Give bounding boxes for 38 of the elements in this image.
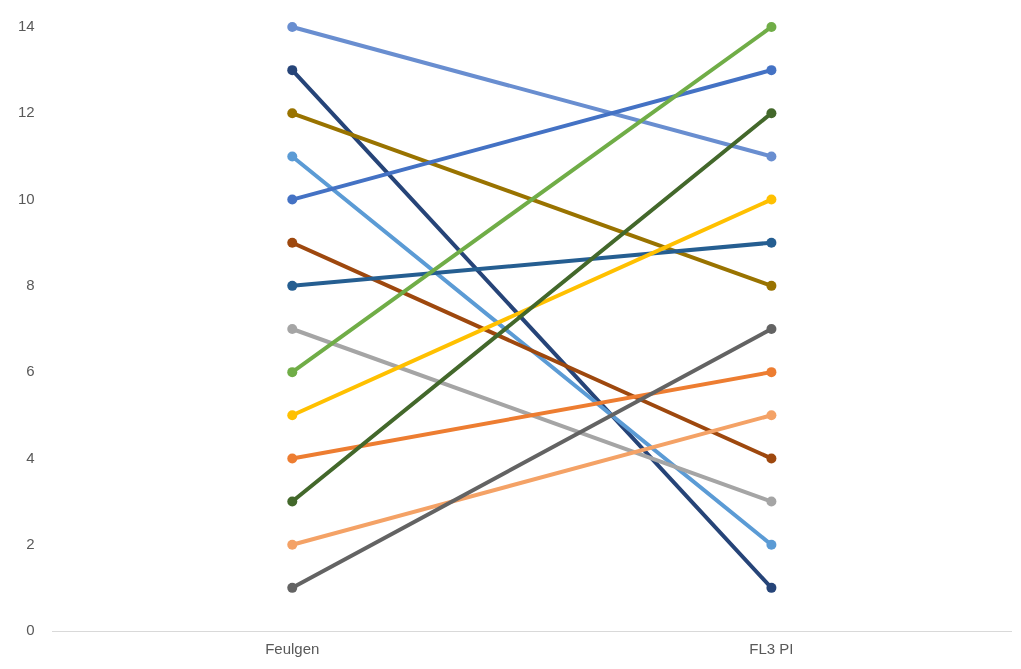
point [287, 539, 298, 550]
point [287, 151, 298, 162]
y-tick-label: 10 [18, 189, 35, 207]
point [766, 22, 777, 32]
point [287, 194, 298, 205]
y-tick-label: 4 [26, 448, 35, 466]
point [766, 539, 777, 550]
y-tick-label: 14 [18, 17, 35, 35]
point [766, 194, 777, 205]
x-tick-label: FL3 PI [749, 640, 794, 658]
y-tick-label: 2 [26, 534, 35, 552]
point [766, 108, 777, 119]
point [766, 410, 777, 421]
point [287, 367, 298, 378]
point [287, 410, 298, 421]
y-tick-label: 0 [26, 621, 35, 639]
point [287, 324, 298, 334]
point [287, 22, 298, 32]
point [287, 108, 298, 119]
point [766, 324, 777, 334]
x-tick-label: Feulgen [265, 640, 320, 658]
point [766, 237, 777, 248]
point [766, 453, 777, 464]
point [287, 582, 298, 593]
point [766, 582, 777, 593]
y-tick-label: 6 [26, 362, 35, 380]
point [287, 65, 298, 76]
point [287, 237, 298, 248]
point [766, 280, 777, 291]
point [766, 496, 777, 507]
y-tick-label: 8 [26, 276, 35, 293]
y-tick-label: 12 [18, 103, 35, 121]
point [766, 151, 777, 162]
point [287, 496, 298, 507]
point [287, 453, 298, 464]
point [287, 280, 298, 291]
point [766, 65, 777, 76]
point [766, 367, 777, 378]
